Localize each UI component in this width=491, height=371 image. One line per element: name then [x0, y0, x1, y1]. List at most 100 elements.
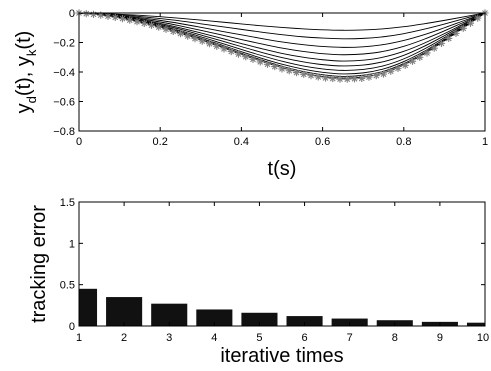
iteration-line-5 [78, 12, 486, 62]
reference-point [263, 60, 272, 68]
y-tick-label: 1.5 [60, 197, 75, 209]
trajectory-chart: 0 0.2 0.4 0.6 0.8 1 0 −0.2 −0.4 −0.6 −0.8 t(s) yd(… [13, 8, 489, 180]
reference-point [401, 61, 409, 69]
reference-point [213, 42, 221, 50]
iteration-line-2 [78, 12, 486, 40]
reference-point [271, 62, 279, 71]
x-tick-label: 3 [166, 332, 172, 344]
iteration-line-3 [78, 12, 486, 48]
reference-point [242, 53, 250, 61]
reference-point [343, 75, 351, 83]
y-tick-label: 0 [69, 8, 75, 20]
x-tick-label: 6 [301, 332, 307, 344]
reference-point [358, 74, 366, 83]
reference-point [408, 57, 417, 65]
reference-point [372, 71, 380, 80]
reference-point [169, 27, 177, 36]
tracking-error-chart: 1 2 3 4 5 6 7 8 9 10 0 0.5 1 1.5 iterative times trac… [28, 197, 489, 367]
reference-point [459, 24, 467, 32]
error-bar-3 [151, 303, 188, 326]
reference-point [365, 73, 373, 81]
x-tick-label: 2 [121, 332, 127, 344]
error-bar-5 [241, 312, 278, 326]
reference-point [220, 45, 228, 53]
reference-point [452, 29, 460, 37]
reference-point [466, 19, 475, 27]
reference-point [82, 10, 90, 18]
x-tick-label: 10 [477, 332, 489, 344]
trajectory-lines [75, 9, 489, 83]
reference-point [89, 10, 98, 18]
reference-point [336, 75, 344, 83]
reference-point [445, 34, 453, 43]
reference-point [140, 19, 148, 27]
reference-point [126, 16, 134, 24]
reference-point [474, 14, 482, 22]
reference-point [285, 67, 293, 75]
reference-point [314, 73, 322, 81]
error-axis-ticks: 1 2 3 4 5 6 7 8 9 10 0 0.5 1 1.5 [60, 197, 489, 344]
y-tick-label: 1 [69, 238, 75, 250]
reference-point [234, 50, 243, 58]
reference-point [329, 74, 337, 83]
reference-point [162, 25, 170, 33]
x-tick-label: 4 [211, 332, 217, 344]
reference-series [75, 9, 489, 83]
x-tick-label: 0 [76, 136, 82, 148]
x-tick-label: 0.8 [396, 136, 411, 148]
y-tick-label: −0.8 [53, 126, 75, 138]
error-bar-1 [79, 288, 98, 326]
reference-point [111, 13, 119, 21]
reference-point [278, 65, 286, 73]
x-tick-label: 0.6 [315, 136, 330, 148]
reference-point [321, 74, 330, 82]
x-tick-label: 0.4 [234, 136, 249, 148]
y-tick-label: −0.4 [53, 67, 75, 79]
reference-point [176, 30, 185, 38]
error-y-axis-label: tracking error [28, 205, 50, 323]
trajectory-y-axis-label: yd(t), yk(t) [13, 31, 39, 114]
reference-point [184, 32, 192, 40]
reference-point [300, 70, 308, 78]
reference-point [416, 53, 424, 61]
x-tick-label: 7 [347, 332, 353, 344]
reference-point [191, 35, 199, 43]
x-tick-label: 0.2 [153, 136, 168, 148]
reference-point [155, 23, 163, 31]
x-tick-label: 8 [392, 332, 398, 344]
reference-point [256, 58, 264, 66]
x-tick-label: 5 [256, 332, 262, 344]
y-tick-label: −0.2 [53, 38, 75, 50]
reference-point [147, 21, 156, 29]
reference-point [227, 47, 235, 56]
x-tick-label: 9 [437, 332, 443, 344]
error-bar-2 [106, 297, 143, 326]
reference-point [205, 40, 214, 48]
y-tick-label: 0.5 [60, 280, 75, 292]
error-bar-10 [466, 322, 485, 326]
error-bars [79, 288, 485, 326]
reference-point [430, 44, 438, 52]
error-plot-frame [78, 201, 486, 327]
trajectory-plot-frame [78, 12, 486, 132]
error-x-axis-label: iterative times [220, 345, 343, 367]
iteration-line-4 [78, 12, 486, 56]
reference-point [249, 55, 257, 63]
reference-point [437, 39, 446, 47]
reference-point [198, 37, 206, 45]
y-tick-label: 0 [69, 321, 75, 333]
reference-point [292, 68, 301, 77]
reference-point [394, 64, 402, 72]
reference-point [104, 12, 112, 20]
reference-point [350, 75, 359, 83]
x-tick-label: 1 [76, 332, 82, 344]
reference-point [423, 49, 431, 57]
y-tick-label: −0.6 [53, 97, 75, 109]
iteration-line-1 [78, 12, 486, 31]
error-bar-4 [196, 309, 233, 326]
reference-point [97, 11, 105, 19]
trajectory-axis-ticks: 0 0.2 0.4 0.6 0.8 1 0 −0.2 −0.4 −0.6 −0.8 [53, 8, 488, 148]
reference-point [133, 18, 141, 26]
reference-point [307, 72, 315, 80]
